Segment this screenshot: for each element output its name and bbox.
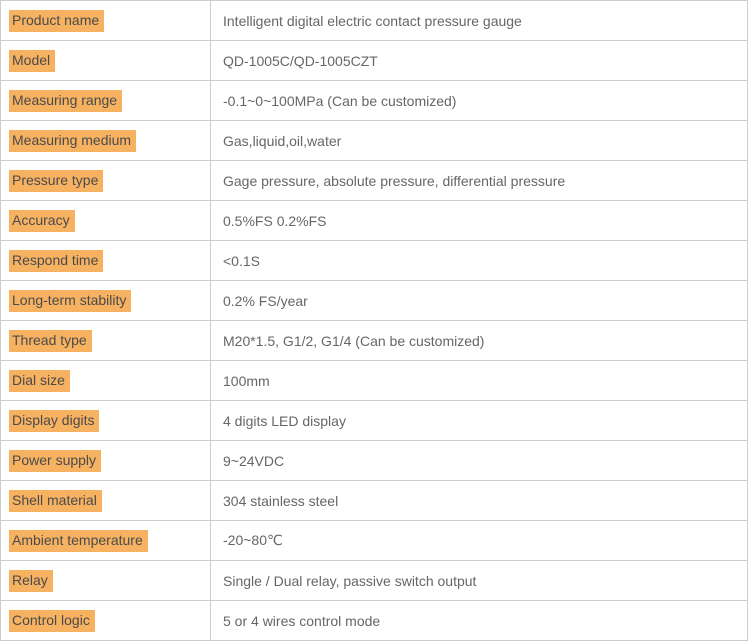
spec-label-highlighted: Long-term stability xyxy=(9,289,132,312)
spec-label-cell: Control logic xyxy=(0,600,211,641)
spec-value-cell: 304 stainless steel xyxy=(210,480,748,521)
spec-value-cell: 4 digits LED display xyxy=(210,400,748,441)
spec-label-cell: Measuring range xyxy=(0,80,211,121)
spec-value-cell: -20~80℃ xyxy=(210,520,748,561)
spec-value-cell: Intelligent digital electric contact pre… xyxy=(210,0,748,41)
spec-value-cell: Single / Dual relay, passive switch outp… xyxy=(210,560,748,601)
spec-label-highlighted: Dial size xyxy=(9,369,70,392)
spec-value-cell: Gas,liquid,oil,water xyxy=(210,120,748,161)
spec-label-highlighted: Thread type xyxy=(9,329,92,352)
spec-value-cell: Gage pressure, absolute pressure, differ… xyxy=(210,160,748,201)
spec-value-cell: 100mm xyxy=(210,360,748,401)
spec-label-cell: Long-term stability xyxy=(0,280,211,321)
spec-table-row: Relay Single / Dual relay, passive switc… xyxy=(0,560,748,601)
spec-table-row: Accuracy 0.5%FS 0.2%FS xyxy=(0,200,748,241)
spec-table-row: Respond time <0.1S xyxy=(0,240,748,281)
spec-table-row: Display digits 4 digits LED display xyxy=(0,400,748,441)
spec-label-cell: Ambient temperature xyxy=(0,520,211,561)
spec-label-highlighted: Power supply xyxy=(9,449,102,472)
spec-label-highlighted: Measuring medium xyxy=(9,129,137,152)
spec-value-cell: <0.1S xyxy=(210,240,748,281)
spec-label-highlighted: Pressure type xyxy=(9,169,104,192)
spec-table-row: Pressure type Gage pressure, absolute pr… xyxy=(0,160,748,201)
spec-value-cell: QD-1005C/QD-1005CZT xyxy=(210,40,748,81)
spec-label-highlighted: Ambient temperature xyxy=(9,529,148,552)
spec-label-highlighted: Accuracy xyxy=(9,209,75,232)
spec-label-highlighted: Respond time xyxy=(9,249,104,272)
spec-table-row: Control logic 5 or 4 wires control mode xyxy=(0,600,748,641)
spec-value-cell: 5 or 4 wires control mode xyxy=(210,600,748,641)
spec-value-cell: 0.5%FS 0.2%FS xyxy=(210,200,748,241)
spec-label-highlighted: Model xyxy=(9,49,56,72)
spec-label-cell: Product name xyxy=(0,0,211,41)
spec-table-row: Shell material 304 stainless steel xyxy=(0,480,748,521)
spec-label-cell: Pressure type xyxy=(0,160,211,201)
spec-label-cell: Accuracy xyxy=(0,200,211,241)
spec-table-row: Measuring range -0.1~0~100MPa (Can be cu… xyxy=(0,80,748,121)
spec-label-cell: Relay xyxy=(0,560,211,601)
spec-value-cell: 0.2% FS/year xyxy=(210,280,748,321)
spec-table-row: Thread type M20*1.5, G1/2, G1/4 (Can be … xyxy=(0,320,748,361)
spec-label-cell: Respond time xyxy=(0,240,211,281)
spec-label-cell: Power supply xyxy=(0,440,211,481)
spec-table-row: Measuring medium Gas,liquid,oil,water xyxy=(0,120,748,161)
spec-label-cell: Thread type xyxy=(0,320,211,361)
spec-table-row: Long-term stability 0.2% FS/year xyxy=(0,280,748,321)
spec-label-highlighted: Relay xyxy=(9,569,53,592)
spec-table-row: Model QD-1005C/QD-1005CZT xyxy=(0,40,748,81)
spec-label-cell: Display digits xyxy=(0,400,211,441)
spec-label-highlighted: Display digits xyxy=(9,409,100,432)
spec-table-row: Dial size 100mm xyxy=(0,360,748,401)
spec-value-cell: M20*1.5, G1/2, G1/4 (Can be customized) xyxy=(210,320,748,361)
spec-label-cell: Dial size xyxy=(0,360,211,401)
spec-table-row: Power supply 9~24VDC xyxy=(0,440,748,481)
spec-label-highlighted: Control logic xyxy=(9,609,95,632)
spec-table-row: Product name Intelligent digital electri… xyxy=(0,0,748,41)
spec-label-highlighted: Shell material xyxy=(9,489,102,512)
spec-table-row: Ambient temperature -20~80℃ xyxy=(0,520,748,561)
spec-value-cell: 9~24VDC xyxy=(210,440,748,481)
spec-label-cell: Measuring medium xyxy=(0,120,211,161)
spec-label-cell: Shell material xyxy=(0,480,211,521)
spec-label-highlighted: Product name xyxy=(9,9,105,32)
spec-label-highlighted: Measuring range xyxy=(9,89,123,112)
spec-label-cell: Model xyxy=(0,40,211,81)
spec-value-cell: -0.1~0~100MPa (Can be customized) xyxy=(210,80,748,121)
